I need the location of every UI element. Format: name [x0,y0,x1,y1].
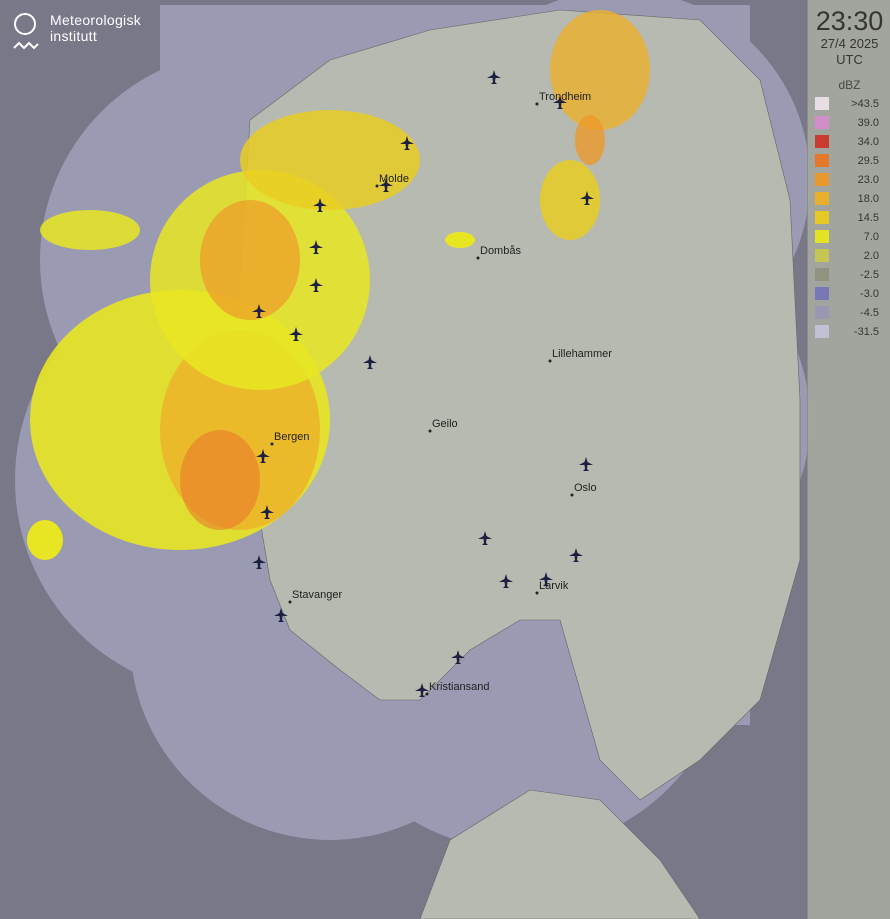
city-labels: Trondheim Molde Dombås Lillehammer Geilo Berg… [270,91,612,696]
city-marker [535,591,539,595]
legend-item: 34.0 [808,132,890,151]
legend-item: >43.5 [808,94,890,113]
airplane-icon [313,198,327,212]
legend-label: 14.5 [857,211,879,224]
legend-label: -31.5 [853,325,879,338]
logo-icon [13,13,39,50]
legend-swatch [815,306,829,319]
city-label: Geilo [432,418,458,430]
legend-item: 14.5 [808,208,890,227]
city-label: Lillehammer [552,348,612,360]
legend-swatch [815,116,829,129]
airports [252,70,594,697]
legend-swatch [815,287,829,300]
city-marker [428,429,432,433]
legend-swatch [815,325,829,338]
city-marker [535,102,539,106]
met-logo: Meteorologisk institutt [12,12,141,52]
airplane-icon [309,278,323,292]
legend-label: 39.0 [857,116,879,129]
legend-swatch [815,268,829,281]
legend-label: 2.0 [863,249,879,262]
airplane-icon [451,650,465,664]
airplane-icon [274,608,288,622]
legend-label: 29.5 [857,154,879,167]
city-label: Stavanger [292,589,342,601]
logo-line1: Meteorologisk [50,12,142,28]
legend-swatch [815,154,829,167]
airplane-icon [539,572,553,586]
timezone-label: UTC [836,52,863,67]
city-marker [548,359,552,363]
legend-label: -4.5 [860,306,879,319]
legend-item: 2.0 [808,246,890,265]
airplane-icon [569,548,583,562]
legend-unit: dBZ [838,78,861,92]
airplane-icon [553,95,567,109]
legend-item: -3.0 [808,284,890,303]
city-marker [570,493,574,497]
city-label: Larvik [539,580,569,592]
airplane-icon [252,555,266,569]
time-label: 23:30 [815,6,884,36]
legend-label: -2.5 [860,268,879,281]
city-marker [476,256,480,260]
airplane-icon [415,683,429,697]
airplane-icon [379,178,393,192]
logo-line2: institutt [50,28,98,44]
legend-swatch [815,230,829,243]
date-label: 27/4 2025 [820,36,879,51]
city-label: Molde [379,173,409,185]
city-marker [425,692,429,696]
city-marker [375,184,379,188]
legend-label: >43.5 [851,97,879,110]
airplane-icon [499,574,513,588]
legend-item: 23.0 [808,170,890,189]
airplane-icon [256,449,270,463]
legend-label: 7.0 [863,230,879,243]
legend-swatch [815,135,829,148]
city-label: Dombås [480,245,521,257]
legend-item: 7.0 [808,227,890,246]
city-label: Bergen [274,431,309,443]
legend-swatch [815,211,829,224]
legend-item: 18.0 [808,189,890,208]
airplane-icon [580,191,594,205]
legend-label: 23.0 [857,173,879,186]
airplane-icon [478,531,492,545]
legend-swatch [815,249,829,262]
legend-label: -3.0 [860,287,879,300]
legend-label: 18.0 [857,192,879,205]
legend-item: 39.0 [808,113,890,132]
legend-item: 29.5 [808,151,890,170]
airplane-icon [400,136,414,150]
airplane-icon [579,457,593,471]
city-label: Kristiansand [429,681,490,693]
legend-item: -31.5 [808,322,890,341]
legend-swatch [815,192,829,205]
airplane-icon [363,355,377,369]
legend-panel: 23:30 27/4 2025 UTC dBZ >43.5 39.0 34.0 29.… [807,0,890,919]
airplane-icon [309,240,323,254]
city-label: Oslo [574,482,597,494]
airplane-icon [260,505,274,519]
legend-swatch [815,97,829,110]
airplane-icon [487,70,501,84]
land [234,9,801,919]
legend-item: -4.5 [808,303,890,322]
legend-swatch [815,173,829,186]
airplane-icon [289,327,303,341]
city-label: Trondheim [539,91,591,103]
city-marker [270,442,274,446]
legend-label: 34.0 [857,135,879,148]
precipitation [27,10,650,560]
legend: >43.5 39.0 34.0 29.5 23.0 18.0 14.5 7.0 2.0 -2.5 -… [808,94,890,341]
airplane-icon [252,304,266,318]
legend-item: -2.5 [808,265,890,284]
city-marker [288,600,292,604]
